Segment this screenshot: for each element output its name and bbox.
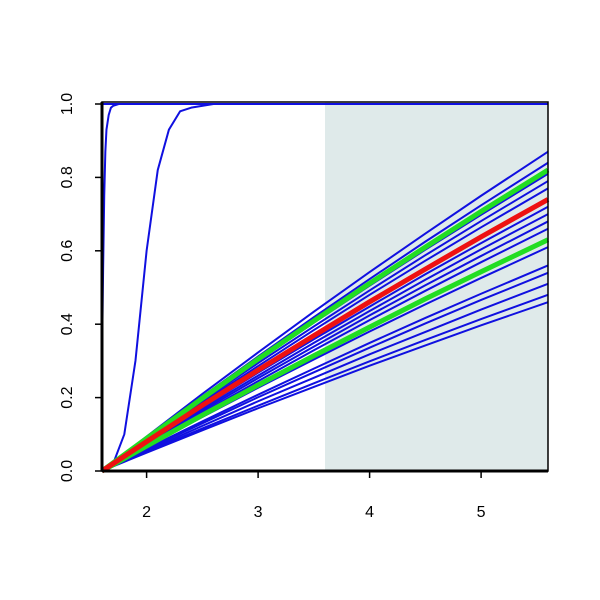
x-tick-label: 2	[142, 504, 151, 521]
line	[101, 301, 549, 472]
line	[100, 237, 550, 474]
x-tick-label: 3	[254, 504, 263, 521]
line	[101, 271, 549, 472]
line	[101, 282, 549, 472]
y-tick-label: 0.6	[59, 240, 76, 262]
line	[101, 103, 548, 361]
y-tick-label: 0.4	[59, 313, 76, 335]
line	[100, 167, 550, 474]
line	[101, 293, 549, 472]
x-tick-label: 5	[477, 504, 486, 521]
y-tick-label: 0.8	[59, 166, 76, 188]
x-tick-label: 4	[365, 504, 374, 521]
line	[100, 197, 550, 474]
y-tick-label: 0.2	[59, 386, 76, 408]
line	[101, 103, 548, 472]
y-tick-label: 0.0	[59, 460, 76, 482]
y-tick-label: 1.0	[59, 93, 76, 115]
